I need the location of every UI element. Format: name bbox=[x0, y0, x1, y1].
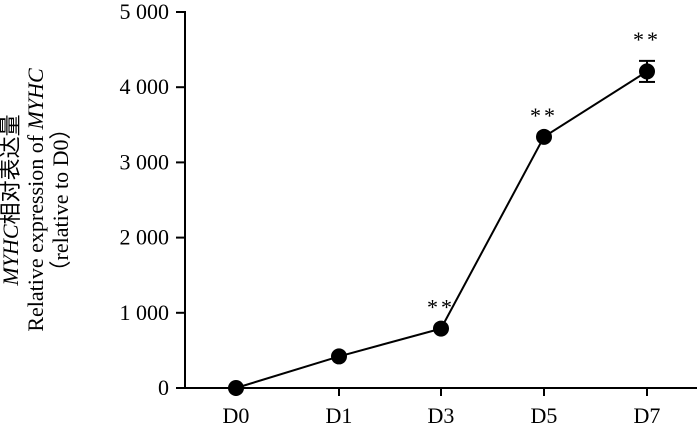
y-axis-label-part: Relative expression of bbox=[23, 129, 48, 331]
y-axis-label-part: MYHC bbox=[0, 224, 23, 286]
significance-label: ** bbox=[427, 295, 455, 320]
y-axis-label-part: （relative to D0） bbox=[48, 118, 73, 283]
y-axis-label-line: MYHC相对表达量 bbox=[0, 114, 23, 286]
y-axis-label-part: 相对表达量 bbox=[0, 114, 23, 224]
x-tick-label: D5 bbox=[531, 403, 558, 428]
x-tick-label: D1 bbox=[326, 403, 353, 428]
data-point bbox=[228, 380, 244, 396]
y-axis-label-line: Relative expression of MYHC bbox=[23, 68, 48, 332]
x-tick-label: D3 bbox=[428, 403, 455, 428]
data-point bbox=[433, 320, 449, 337]
y-tick-label: 3 000 bbox=[120, 149, 170, 174]
y-tick-label: 2 000 bbox=[120, 225, 170, 250]
y-axis-label-part: MYHC bbox=[23, 68, 48, 130]
y-axis-label: MYHC相对表达量 Relative expression of MYHC（rel… bbox=[0, 68, 73, 332]
y-tick-label: 1 000 bbox=[120, 300, 170, 325]
data-point bbox=[331, 348, 347, 365]
y-axis-label-line: （relative to D0） bbox=[48, 118, 73, 283]
significance-label: ** bbox=[530, 103, 558, 128]
x-tick-label: D0 bbox=[223, 403, 250, 428]
data-point bbox=[536, 128, 552, 145]
data-point bbox=[639, 63, 655, 80]
axes: 0 1 000 2 000 3 000 4 000 5 000 D0 D1 D3 D5 D7 bbox=[120, 0, 697, 428]
y-tick-label: 0 bbox=[158, 375, 169, 400]
significance-label: ** bbox=[633, 27, 661, 52]
data-series: ** ** ** bbox=[228, 27, 661, 396]
x-tick-label: D7 bbox=[634, 403, 661, 428]
series-line bbox=[235, 70, 648, 389]
y-tick-label: 4 000 bbox=[120, 74, 170, 99]
y-tick-label: 5 000 bbox=[120, 0, 170, 24]
